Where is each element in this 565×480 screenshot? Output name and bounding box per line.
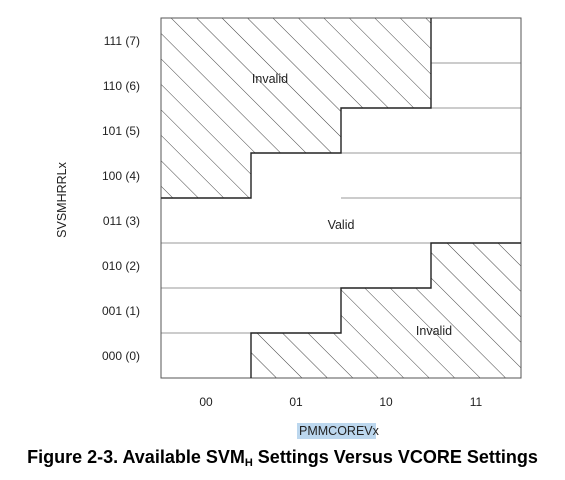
x-axis-title: PMMCOREVx [299,424,380,438]
invalid-upper-region [161,18,431,198]
upper-boundary [161,18,432,199]
x-tick-label: 11 [470,395,483,409]
figure-caption: Figure 2-3. Available SVMH Settings Vers… [0,447,565,469]
y-axis-title: SVSMHRRLx [55,161,69,237]
svm-vcore-diagram: Invalid Valid Invalid 111 (7) 110 (6) 10… [55,17,522,439]
y-tick-label: 110 (6) [103,79,140,93]
x-axis-title-suffix: x [373,424,380,438]
y-tick-label: 011 (3) [103,214,140,228]
y-tick-label: 000 (0) [102,349,140,363]
lower-boundary [250,242,521,378]
invalid-lower-region [251,243,521,378]
valid-grid [161,62,521,334]
y-tick-label: 001 (1) [102,304,140,318]
x-tick-label: 00 [199,395,213,409]
y-tick-label: 100 (4) [102,169,140,183]
caption-suffix: Settings Versus VCORE Settings [252,447,538,467]
y-tick-label: 101 (5) [102,124,140,138]
caption-subscript: H [244,457,253,469]
invalid-upper-label: Invalid [252,72,288,86]
x-axis-title-highlight [297,423,376,439]
x-tick-label: 01 [289,395,303,409]
x-axis-title-main: PMMCOREV [299,424,373,438]
x-tick-label: 10 [379,395,393,409]
caption-prefix: Figure 2-3. Available SVM [27,447,245,467]
y-tick-label: 111 (7) [104,34,140,48]
y-tick-labels: 111 (7) 110 (6) 101 (5) 100 (4) 011 (3) … [102,34,140,363]
x-tick-labels: 00 01 10 11 [199,395,482,409]
valid-label: Valid [328,218,355,232]
invalid-lower-label: Invalid [416,324,452,338]
y-tick-label: 010 (2) [102,259,140,273]
